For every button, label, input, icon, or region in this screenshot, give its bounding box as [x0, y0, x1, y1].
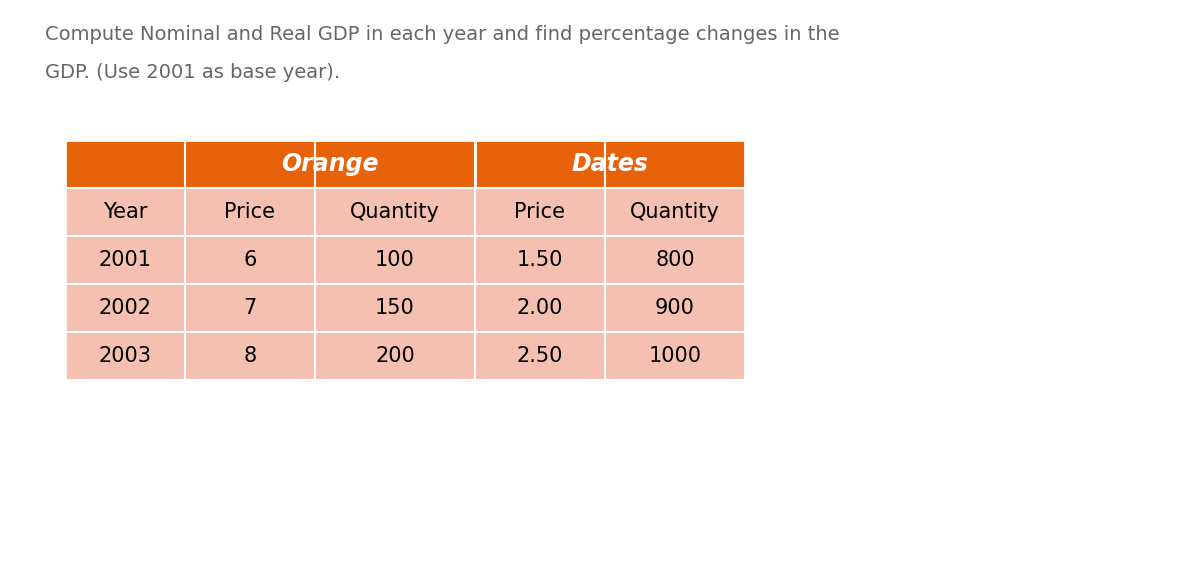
Bar [475, 284, 605, 332]
Text: 7: 7 [244, 298, 257, 318]
Text: 2003: 2003 [98, 346, 151, 366]
Text: Dates: Dates [571, 152, 648, 176]
Bar [605, 332, 745, 380]
Text: 6: 6 [244, 250, 257, 270]
Text: Orange: Orange [281, 152, 379, 176]
Text: 2001: 2001 [98, 250, 151, 270]
Text: 2002: 2002 [98, 298, 151, 318]
Bar [185, 236, 314, 284]
Text: Quantity: Quantity [630, 202, 720, 222]
Bar [185, 332, 314, 380]
Bar [65, 236, 185, 284]
Text: 150: 150 [376, 298, 415, 318]
Bar [314, 332, 475, 380]
Bar [65, 332, 185, 380]
Bar [65, 140, 745, 380]
Text: 800: 800 [655, 250, 695, 270]
Text: GDP. (Use 2001 as base year).: GDP. (Use 2001 as base year). [46, 63, 340, 82]
Bar [65, 140, 745, 188]
Bar [65, 284, 185, 332]
Bar [605, 284, 745, 332]
Bar [475, 236, 605, 284]
Bar [185, 284, 314, 332]
Text: Year: Year [103, 202, 148, 222]
Bar [475, 188, 605, 236]
Text: 2.50: 2.50 [517, 346, 563, 366]
Bar [185, 188, 314, 236]
Bar [314, 188, 475, 236]
Bar [314, 284, 475, 332]
Text: 200: 200 [376, 346, 415, 366]
Bar [605, 188, 745, 236]
Text: Price: Price [515, 202, 565, 222]
Bar [475, 332, 605, 380]
Text: 1.50: 1.50 [517, 250, 563, 270]
Text: 2.00: 2.00 [517, 298, 563, 318]
Bar [65, 188, 185, 236]
Text: Price: Price [224, 202, 276, 222]
Text: 8: 8 [244, 346, 257, 366]
Text: Compute Nominal and Real GDP in each year and find percentage changes in the: Compute Nominal and Real GDP in each yea… [46, 25, 840, 44]
Bar [605, 236, 745, 284]
Text: 1000: 1000 [648, 346, 702, 366]
Text: 100: 100 [376, 250, 415, 270]
Text: 900: 900 [655, 298, 695, 318]
Bar [314, 236, 475, 284]
Text: Quantity: Quantity [350, 202, 440, 222]
